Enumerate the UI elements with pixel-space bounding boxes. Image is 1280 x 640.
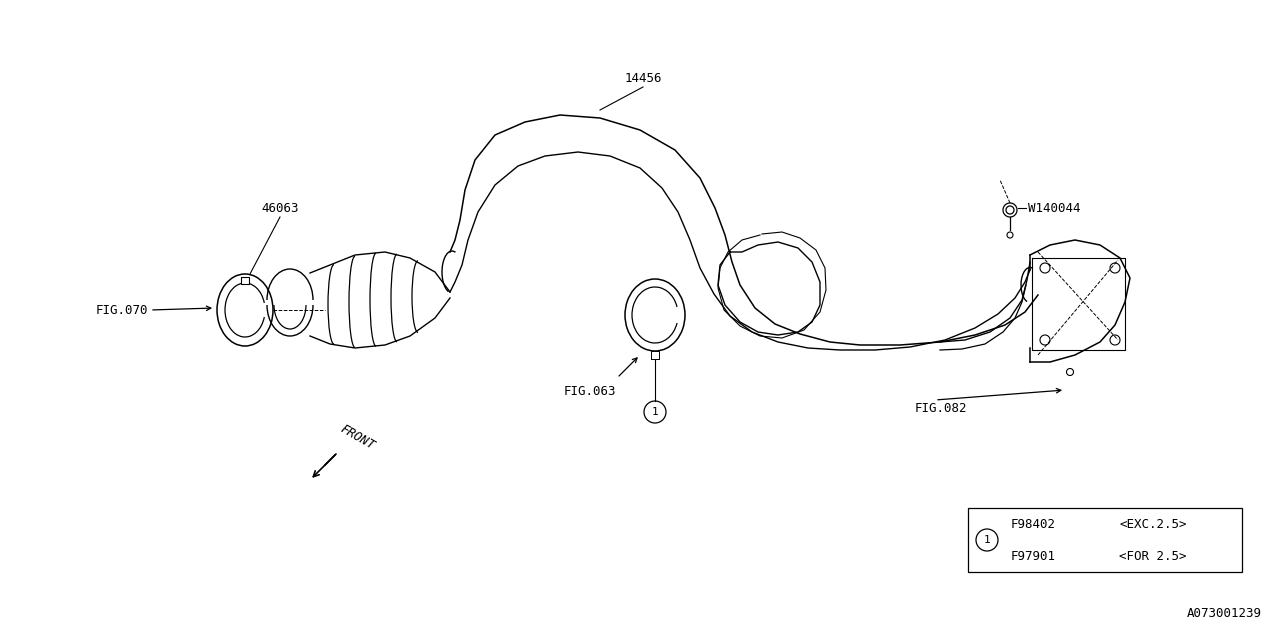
Text: 1: 1 [652, 407, 658, 417]
Bar [652, 351, 659, 359]
Text: 14456: 14456 [625, 72, 662, 85]
Text: F97901: F97901 [1011, 550, 1056, 563]
Text: FIG.063: FIG.063 [563, 385, 616, 398]
Bar [241, 277, 250, 284]
Text: FIG.082: FIG.082 [915, 402, 968, 415]
Text: 1: 1 [983, 535, 991, 545]
Text: <EXC.2.5>: <EXC.2.5> [1119, 518, 1187, 531]
Text: FRONT: FRONT [338, 422, 378, 452]
Text: 46063: 46063 [261, 202, 298, 215]
Text: A073001239: A073001239 [1187, 607, 1262, 620]
Text: <FOR 2.5>: <FOR 2.5> [1119, 550, 1187, 563]
Bar [968, 508, 1242, 572]
Text: FIG.070: FIG.070 [96, 303, 148, 317]
Text: W140044: W140044 [1028, 202, 1080, 214]
Text: F98402: F98402 [1011, 518, 1056, 531]
